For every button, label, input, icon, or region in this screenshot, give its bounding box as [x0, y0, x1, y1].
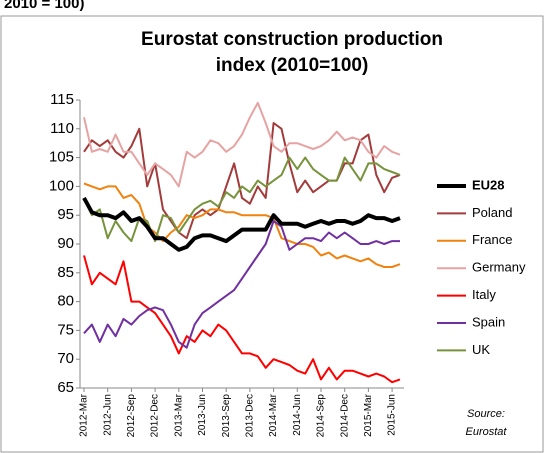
- y-tick-label: 90: [57, 235, 74, 252]
- series-line: [83, 220, 400, 349]
- x-tick-label: 2015-Mar: [363, 393, 374, 436]
- series-line: [83, 255, 401, 384]
- y-tick-label: 70: [57, 350, 74, 367]
- y-tick-label: 100: [49, 177, 74, 194]
- series-line: [83, 122, 401, 240]
- x-tick-label: 2013-Mar: [173, 393, 184, 436]
- y-tick-label: 65: [57, 379, 74, 396]
- x-tick-label: 2014-Sep: [316, 394, 327, 438]
- legend-label: Germany: [472, 260, 526, 275]
- x-tick-label: 2012-Jun: [102, 394, 113, 436]
- y-tick-label: 105: [49, 149, 74, 166]
- legend-label: Poland: [472, 205, 512, 220]
- chart-title: Eurostat construction production: [141, 29, 443, 50]
- y-tick-label: 75: [57, 321, 74, 338]
- chart-title: index (2010=100): [216, 55, 369, 76]
- x-tick-label: 2013-Sep: [221, 394, 232, 438]
- x-tick-label: 2012-Mar: [79, 393, 90, 436]
- legend-label: Italy: [472, 287, 496, 302]
- x-tick-label: 2014-Mar: [268, 393, 279, 436]
- x-tick-label: 2013-Dec: [245, 394, 256, 437]
- x-tick-label: 2012-Dec: [150, 394, 161, 437]
- x-tick-label: 2012-Sep: [126, 394, 137, 438]
- legend-label: Spain: [472, 314, 505, 329]
- x-tick-label: 2014-Jun: [292, 394, 303, 436]
- x-tick-label: 2013-Jun: [197, 394, 208, 436]
- y-tick-label: 80: [57, 293, 74, 310]
- y-tick-label: 95: [57, 206, 74, 223]
- legend-label: UK: [472, 342, 490, 357]
- x-tick-label: 2014-Dec: [339, 394, 350, 437]
- series-line: [83, 182, 401, 268]
- y-tick-label: 85: [57, 264, 74, 281]
- source: Source:: [467, 408, 505, 420]
- top-caption: 2010 = 100): [4, 0, 85, 12]
- legend-label: France: [472, 232, 512, 247]
- source: Eurostat: [466, 426, 508, 438]
- series-line: [83, 101, 401, 188]
- series-line: [82, 196, 401, 252]
- x-tick-label: 2015-Jun: [387, 394, 398, 436]
- frame: [0, 15, 544, 453]
- y-tick-label: 110: [50, 120, 74, 137]
- legend-label: EU28: [472, 177, 505, 192]
- series-line: [83, 156, 401, 243]
- y-tick-label: 115: [50, 91, 74, 108]
